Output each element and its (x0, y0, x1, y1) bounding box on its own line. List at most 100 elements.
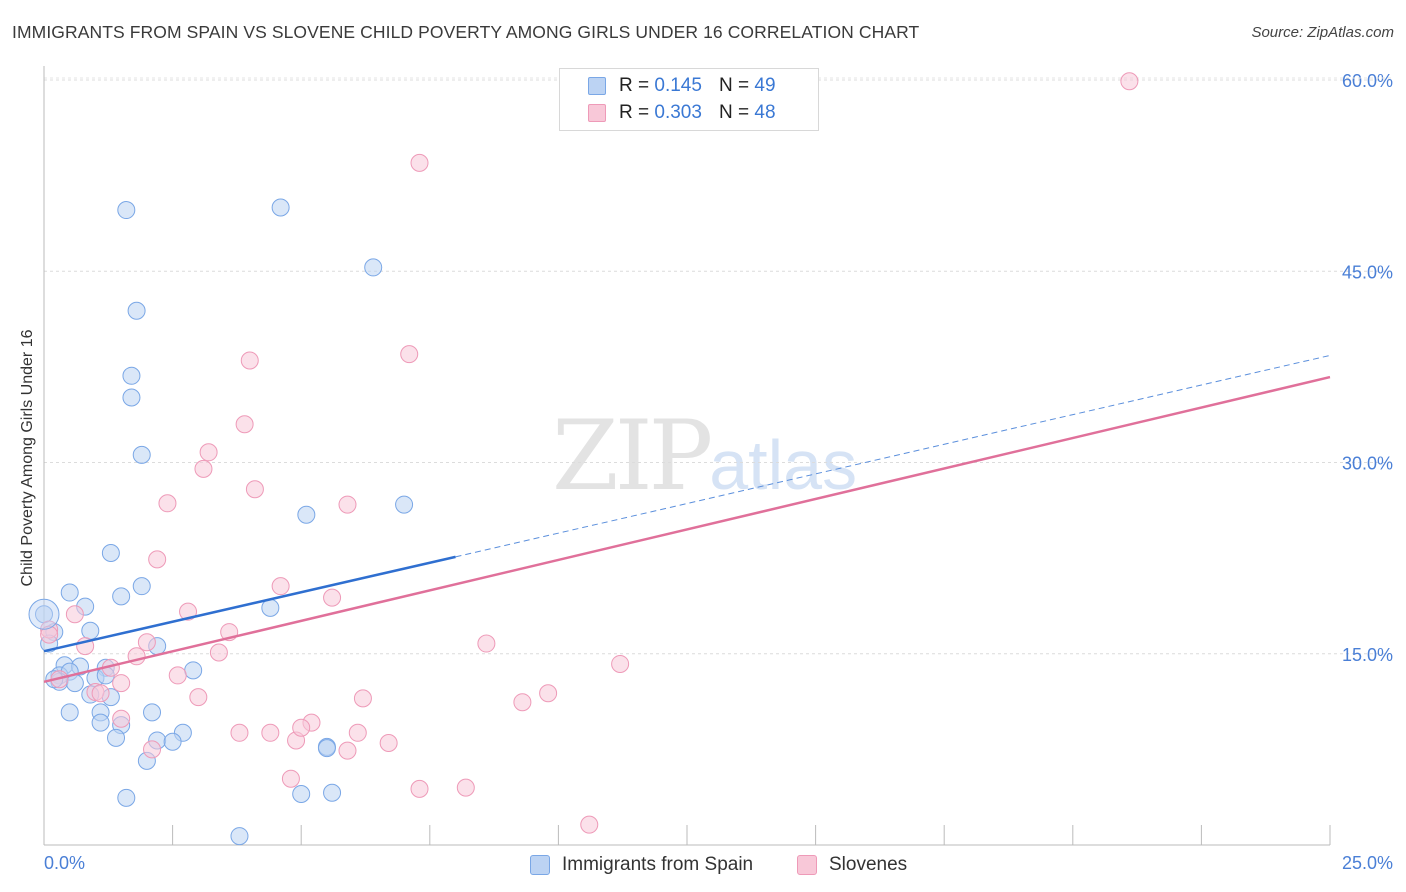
slovene-point (410, 779, 429, 798)
slovene-point (348, 723, 367, 742)
slovene-point (281, 769, 300, 788)
legend-item-spain[interactable]: Immigrants from Spain (530, 852, 753, 878)
y-tick-label: 45.0% (1342, 262, 1393, 282)
slovene-point (580, 815, 599, 834)
spain-point (122, 388, 141, 407)
spain-point (132, 577, 151, 596)
spain-point (107, 728, 126, 747)
legend-n-value-slovenes: 48 (754, 102, 776, 123)
slovene-point (410, 153, 429, 172)
spain-trendline (43, 555, 456, 653)
legend-n-label: N = (719, 102, 750, 123)
spain-point (81, 621, 100, 640)
legend-n-label: N = (719, 75, 750, 96)
slovene-point (539, 684, 558, 703)
slovene-point (338, 741, 357, 760)
slovene-point (477, 634, 496, 653)
slovene-point (400, 345, 419, 364)
watermark: ZIPatlas (552, 400, 857, 512)
legend-r-value-slovenes: 0.303 (654, 102, 702, 123)
slovene-point (292, 718, 311, 737)
spain-point (292, 785, 311, 803)
slovene-point (112, 709, 131, 728)
spain-point-large (28, 598, 60, 630)
slovene-point (40, 625, 59, 644)
spain-point (122, 366, 141, 385)
x-tick-label-max: 25.0% (1342, 853, 1393, 873)
slovene-point (456, 778, 475, 797)
y-tick-label: 30.0% (1342, 454, 1393, 474)
spain-point (297, 505, 316, 524)
series-legend: Immigrants from Spain Slovenes (0, 852, 1406, 878)
spain-point (60, 583, 79, 602)
slovene-point (148, 550, 167, 569)
spain-point (132, 445, 151, 464)
legend-swatch-spain (530, 855, 550, 875)
spain-point (60, 703, 79, 722)
slovene-point (112, 674, 131, 693)
slovene-point (240, 351, 259, 370)
slovene-point (143, 740, 162, 759)
spain-point (364, 258, 383, 277)
slovene-point (379, 734, 398, 752)
slovene-point (338, 495, 357, 514)
spain-point (143, 703, 162, 722)
spain-point (117, 788, 136, 807)
x-tick-label-min: 0.0% (44, 853, 85, 873)
slovene-point (91, 684, 110, 703)
source-label: Source: ZipAtlas.com (1251, 24, 1394, 41)
slovene-point (323, 588, 342, 607)
spain-point (112, 587, 131, 606)
slovene-point (65, 605, 84, 624)
legend-swatch-spain (588, 77, 606, 95)
slovene-point (271, 577, 290, 596)
slovene-point (137, 633, 156, 652)
legend-r-slovenes: R = 0.303 (619, 102, 719, 124)
slovene-point (611, 654, 630, 673)
legend-item-slovenes[interactable]: Slovenes (797, 852, 907, 878)
y-tick-label: 15.0% (1342, 645, 1393, 665)
legend-n-value-spain: 49 (754, 75, 776, 96)
legend-r-spain: R = 0.145 (619, 75, 719, 97)
legend-label-slovenes: Slovenes (829, 854, 908, 875)
slovene-point (194, 459, 213, 478)
legend-n-spain: N = 49 (719, 75, 776, 97)
y-tick-label: 60.0% (1342, 71, 1393, 91)
slovene-point (168, 666, 187, 685)
slovene-point (189, 688, 208, 707)
spain-point (323, 783, 342, 802)
spain-point (184, 661, 203, 680)
spain-point (230, 827, 249, 846)
slovene-point (245, 480, 264, 499)
spain-point (117, 201, 136, 220)
slovene-point (158, 494, 177, 513)
legend-r-label: R = (619, 75, 650, 96)
spain-trendline-extension (455, 354, 1331, 558)
slovene-point (230, 723, 249, 742)
slovene-point (513, 693, 532, 712)
legend-n-slovenes: N = 48 (719, 102, 776, 124)
slovene-point (353, 689, 372, 708)
legend-row-spain: R = 0.145 N = 49 (588, 74, 776, 98)
legend-label-spain: Immigrants from Spain (562, 854, 754, 875)
legend-swatch-slovenes (797, 855, 817, 875)
slovene-point (261, 723, 280, 742)
slovene-point (209, 643, 228, 662)
spain-point (317, 739, 336, 758)
spain-point (127, 301, 146, 320)
chart-title: IMMIGRANTS FROM SPAIN VS SLOVENE CHILD P… (12, 22, 920, 42)
legend-r-value-spain: 0.145 (654, 75, 702, 96)
spain-point (395, 495, 414, 514)
slovene-point (235, 415, 254, 434)
watermark-zip: ZIP (552, 400, 713, 512)
spain-point (101, 544, 120, 563)
spain-point (91, 713, 110, 732)
correlation-legend: R = 0.145 N = 49 R = 0.303 N = 48 (559, 68, 819, 131)
slovene-trendline (43, 375, 1331, 684)
legend-r-label: R = (619, 102, 650, 123)
spain-point (163, 732, 182, 751)
spain-point (271, 198, 290, 217)
legend-swatch-slovenes (588, 104, 606, 122)
legend-row-slovenes: R = 0.303 N = 48 (588, 101, 776, 125)
